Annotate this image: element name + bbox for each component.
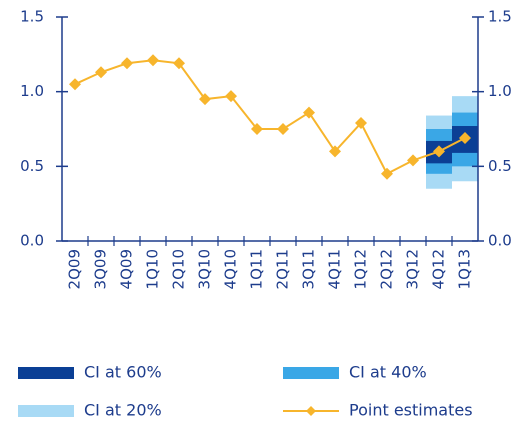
point	[121, 57, 133, 70]
point	[69, 78, 81, 91]
x-tick-label: 4Q11	[326, 249, 344, 289]
legend-swatch	[18, 405, 74, 417]
legend-swatch	[283, 367, 339, 379]
x-tick-label: 4Q09	[118, 249, 136, 289]
point	[407, 154, 419, 167]
point	[459, 131, 471, 144]
x-tick-label: 4Q12	[430, 249, 448, 289]
y-tick-label: 0.5	[20, 157, 44, 175]
legend-label: CI at 40%	[349, 363, 427, 382]
y-tick-label: 1.5	[20, 8, 44, 26]
line	[74, 59, 466, 176]
x-tick-label: 1Q12	[352, 249, 370, 289]
y-tick-label: 0.0	[20, 232, 44, 250]
point	[199, 93, 211, 106]
legend-label: CI at 20%	[84, 401, 162, 420]
point	[303, 106, 315, 119]
point	[433, 145, 445, 158]
y2-tick-label: 1.0	[488, 82, 512, 100]
x-tick-label: 3Q11	[300, 249, 318, 289]
x-tick-label: 1Q11	[248, 249, 266, 289]
y2-tick-label: 0.0	[488, 232, 512, 250]
x-tick-label: 2Q11	[274, 249, 292, 289]
x-tick-label: 3Q12	[404, 249, 422, 289]
point	[329, 145, 341, 158]
legend-marker	[306, 406, 316, 416]
point	[277, 123, 289, 135]
point	[381, 167, 393, 180]
y2-tick-label: 0.5	[488, 157, 512, 175]
x-tick-label: 1Q13	[456, 249, 474, 289]
point	[173, 57, 185, 70]
y-tick-label: 1.0	[20, 82, 44, 100]
x-tick-label: 4Q10	[222, 249, 240, 289]
point	[355, 117, 367, 130]
x-tick-label: 3Q09	[92, 249, 110, 289]
x-tick-label: 2Q09	[66, 249, 84, 289]
point	[147, 54, 159, 67]
x-tick-label: 3Q10	[196, 249, 214, 289]
x-tick-label: 2Q10	[170, 249, 188, 289]
legend-label: Point estimates	[349, 401, 473, 420]
x-tick-label: 1Q10	[144, 249, 162, 289]
legend-label: CI at 60%	[84, 363, 162, 382]
legend-swatch	[18, 367, 74, 379]
point	[251, 123, 263, 135]
y2-tick-label: 1.5	[488, 8, 512, 26]
point	[95, 66, 107, 79]
x-tick-label: 2Q12	[378, 249, 396, 289]
point	[225, 90, 237, 103]
